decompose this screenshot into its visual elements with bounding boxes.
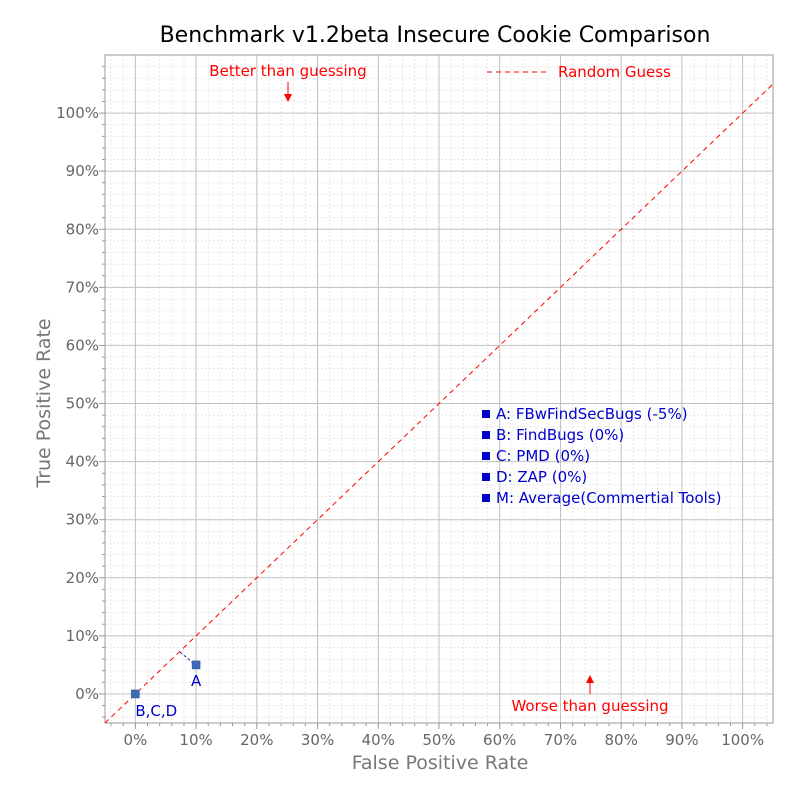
chart-title: Benchmark v1.2beta Insecure Cookie Compa…: [160, 23, 711, 48]
tool-list-bullet: [482, 452, 490, 460]
tool-list-item: A: FBwFindSecBugs (-5%): [496, 405, 688, 423]
data-point: [131, 689, 140, 699]
x-tick-label: 90%: [665, 731, 698, 749]
worse-annotation: Worse than guessing: [511, 697, 668, 715]
y-tick-label: 50%: [66, 395, 99, 413]
better-arrow-icon: [284, 82, 292, 102]
x-tick-label: 10%: [179, 731, 212, 749]
tool-list-bullet: [482, 494, 490, 502]
x-tick-labels: 0% 10% 20% 30% 40% 50% 60% 70% 80% 90% 100%: [123, 731, 764, 749]
better-annotation: Better than guessing: [209, 62, 366, 80]
tool-list-bullet: [482, 431, 490, 439]
data-point-label: A: [191, 672, 202, 690]
tool-list-item: C: PMD (0%): [496, 447, 590, 465]
legend-random-guess: Random Guess: [558, 63, 671, 81]
data-point-label: B,C,D: [135, 702, 177, 720]
x-axis-label: False Positive Rate: [352, 752, 529, 774]
axis-ticks: [99, 66, 768, 729]
point-a-leader: [179, 651, 194, 664]
tool-list: A: FBwFindSecBugs (-5%) B: FindBugs (0%)…: [482, 405, 721, 507]
y-tick-label: 0%: [75, 685, 99, 703]
y-tick-label: 70%: [66, 278, 99, 296]
y-tick-label: 100%: [56, 104, 99, 122]
x-tick-label: 100%: [721, 731, 764, 749]
tool-list-bullet: [482, 410, 490, 418]
y-tick-label: 80%: [66, 220, 99, 238]
y-tick-labels: 0% 10% 20% 30% 40% 50% 60% 70% 80% 90% 100%: [56, 104, 99, 703]
x-tick-label: 50%: [422, 731, 455, 749]
data-point: [191, 660, 201, 670]
worse-arrow-icon: [586, 675, 594, 694]
y-tick-label: 90%: [66, 162, 99, 180]
y-tick-label: 30%: [66, 511, 99, 529]
x-tick-label: 80%: [605, 731, 638, 749]
y-tick-label: 20%: [66, 569, 99, 587]
x-tick-label: 20%: [240, 731, 273, 749]
y-tick-label: 40%: [66, 453, 99, 471]
x-tick-label: 0%: [123, 731, 147, 749]
x-tick-label: 60%: [483, 731, 516, 749]
tool-list-bullet: [482, 473, 490, 481]
tool-list-item: D: ZAP (0%): [496, 468, 587, 486]
y-tick-label: 10%: [66, 627, 99, 645]
y-tick-label: 60%: [66, 336, 99, 354]
x-tick-label: 30%: [301, 731, 334, 749]
random-guess-line: [104, 83, 774, 724]
tool-list-item: M: Average(Commertial Tools): [496, 489, 721, 507]
x-tick-label: 70%: [544, 731, 577, 749]
data-points: A B,C,D: [131, 660, 202, 720]
x-tick-label: 40%: [362, 731, 395, 749]
tool-list-item: B: FindBugs (0%): [496, 426, 624, 444]
major-grid: [105, 55, 773, 723]
y-axis-label: True Positive Rate: [33, 318, 55, 488]
